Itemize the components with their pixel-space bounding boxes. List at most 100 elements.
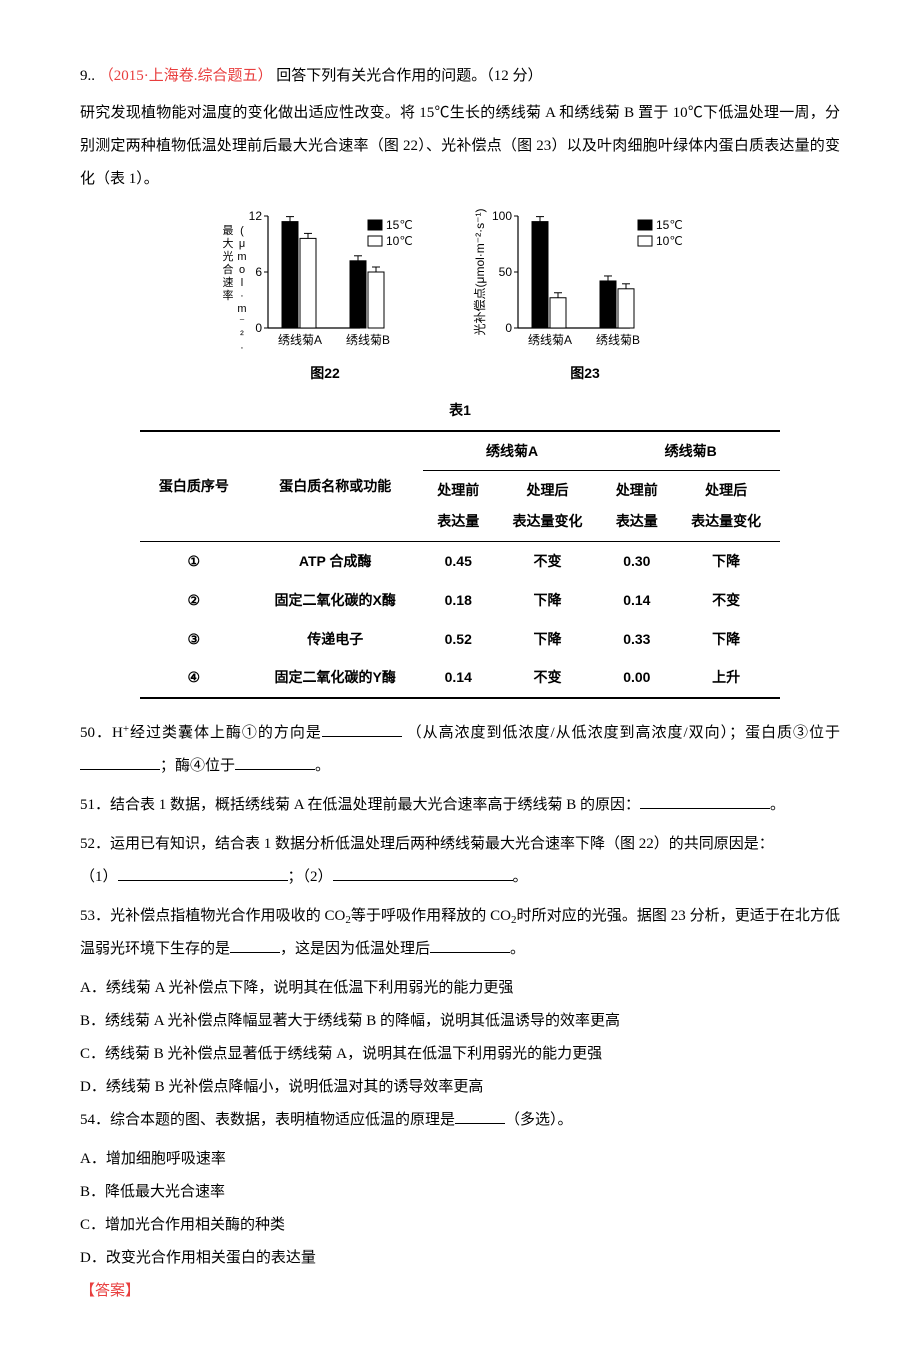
th-group-b: 绣线菊B	[601, 431, 780, 471]
table1-title: 表1	[80, 395, 840, 426]
svg-text:最: 最	[223, 224, 234, 237]
figures-row: 0612最大光合速率(μmol·m⁻²·s⁻¹)绣线菊A绣线菊B15℃10℃ 图…	[80, 206, 840, 389]
svg-text:绣线菊A: 绣线菊A	[528, 333, 572, 347]
svg-text:合: 合	[223, 262, 234, 276]
table-cell: ④	[140, 658, 248, 698]
table-row: ④固定二氧化碳的Y酶0.14不变0.00上升	[140, 658, 780, 698]
th-b-post: 处理后表达量变化	[672, 471, 780, 542]
blank	[430, 937, 510, 953]
svg-text:率: 率	[223, 288, 234, 302]
table-row: ①ATP 合成酶0.45不变0.30下降	[140, 541, 780, 580]
table-row: ③传递电子0.52下降0.33下降	[140, 620, 780, 659]
th-protein-no: 蛋白质序号	[140, 431, 248, 542]
q50-text3: （从高浓度到低浓度/从低浓度到高浓度/双向）；蛋白质③位于	[407, 725, 840, 741]
q54-optC: C．增加光合作用相关酶的种类	[80, 1209, 840, 1242]
svg-text:0: 0	[255, 321, 262, 335]
table-cell: ATP 合成酶	[248, 541, 423, 580]
q52: 52．运用已有知识，结合表 1 数据分析低温处理后两种绣线菊最大光合速率下降（图…	[80, 828, 840, 894]
svg-text:光补偿点(μmol·m⁻²·s⁻¹): 光补偿点(μmol·m⁻²·s⁻¹)	[472, 209, 487, 336]
svg-text:⁻: ⁻	[239, 316, 245, 328]
fig23-caption: 图23	[570, 358, 600, 389]
svg-text:o: o	[239, 264, 245, 276]
q51-end: 。	[770, 797, 785, 813]
blank	[333, 865, 513, 881]
svg-text:10℃: 10℃	[656, 234, 683, 248]
table-cell: 不变	[494, 658, 602, 698]
svg-text:μ: μ	[239, 238, 245, 250]
table-cell: 固定二氧化碳的Y酶	[248, 658, 423, 698]
blank	[230, 937, 280, 953]
blank	[80, 754, 160, 770]
q52-1: （1）	[80, 869, 118, 885]
table-cell: 0.14	[601, 581, 672, 620]
th-group-a: 绣线菊A	[423, 431, 602, 471]
table-cell: ②	[140, 581, 248, 620]
blank	[235, 754, 315, 770]
table-cell: 下降	[672, 541, 780, 580]
table-cell: 下降	[494, 620, 602, 659]
th-b-pre: 处理前表达量	[601, 471, 672, 542]
svg-text:·: ·	[240, 290, 244, 302]
intro-paragraph: 研究发现植物能对温度的变化做出适应性改变。将 15℃生长的绣线菊 A 和绣线菊 …	[80, 97, 840, 196]
svg-text:50: 50	[499, 265, 513, 279]
source-tag: （2015·上海卷.综合题五）	[99, 68, 273, 84]
blank	[640, 793, 770, 809]
svg-text:15℃: 15℃	[656, 218, 683, 232]
svg-text:15℃: 15℃	[386, 218, 413, 232]
table-cell: 0.33	[601, 620, 672, 659]
blank	[118, 865, 288, 881]
sub2b: 2	[511, 908, 517, 932]
question-header: 9.. （2015·上海卷.综合题五） 回答下列有关光合作用的问题。（12 分）	[80, 60, 840, 93]
svg-text:s: s	[239, 355, 245, 356]
q54-optD: D．改变光合作用相关蛋白的表达量	[80, 1242, 840, 1275]
q52-end: 。	[513, 869, 528, 885]
table-cell: 0.14	[423, 658, 494, 698]
sub2: 2	[345, 908, 351, 932]
svg-text:绣线菊A: 绣线菊A	[278, 333, 322, 347]
table-cell: 不变	[494, 541, 602, 580]
blank	[455, 1108, 505, 1124]
q50-text2: 经过类囊体上酶①的方向是	[129, 725, 322, 741]
svg-text:绣线菊B: 绣线菊B	[346, 333, 390, 347]
svg-text:10℃: 10℃	[386, 234, 413, 248]
plus-sup: +	[123, 717, 129, 741]
q51: 51．结合表 1 数据，概括绣线菊 A 在低温处理前最大光合速率高于绣线菊 B …	[80, 789, 840, 822]
table-cell: 0.18	[423, 581, 494, 620]
svg-text:12: 12	[249, 209, 263, 223]
svg-text:²: ²	[240, 329, 244, 341]
svg-text:100: 100	[492, 209, 512, 223]
fig22-chart: 0612最大光合速率(μmol·m⁻²·s⁻¹)绣线菊A绣线菊B15℃10℃	[220, 206, 430, 356]
svg-text:(: (	[240, 225, 244, 237]
table-cell: 下降	[672, 620, 780, 659]
th-protein-name: 蛋白质名称或功能	[248, 431, 423, 542]
fig23-block: 050100光补偿点(μmol·m⁻²·s⁻¹)绣线菊A绣线菊B15℃10℃ 图…	[470, 206, 700, 389]
q53-b: 等于呼吸作用释放的 CO	[351, 908, 511, 924]
svg-text:m: m	[237, 251, 246, 263]
table-cell: 0.30	[601, 541, 672, 580]
q54-optA: A．增加细胞呼吸速率	[80, 1143, 840, 1176]
q53-optB: B．绣线菊 A 光补偿点降幅显著大于绣线菊 B 的降幅，说明其低温诱导的效率更高	[80, 1005, 840, 1038]
th-a-pre: 处理前表达量	[423, 471, 494, 542]
q53-e: 。	[510, 941, 525, 957]
q53-d: ，这是因为低温处理后	[280, 941, 430, 957]
protein-table: 蛋白质序号 蛋白质名称或功能 绣线菊A 绣线菊B 处理前表达量 处理后表达量变化…	[140, 430, 780, 700]
svg-text:绣线菊B: 绣线菊B	[596, 333, 640, 347]
table-cell: 0.52	[423, 620, 494, 659]
table-cell: 固定二氧化碳的X酶	[248, 581, 423, 620]
svg-text:6: 6	[255, 265, 262, 279]
q53-optC: C．绣线菊 B 光补偿点显著低于绣线菊 A，说明其在低温下利用弱光的能力更强	[80, 1038, 840, 1071]
question-number: 9..	[80, 68, 95, 84]
q54: 54．综合本题的图、表数据，表明植物适应低温的原理是（多选）。	[80, 1104, 840, 1137]
q50-text: 50．H	[80, 725, 123, 741]
table-cell: 上升	[672, 658, 780, 698]
q53-a: 53．光补偿点指植物光合作用吸收的 CO	[80, 908, 345, 924]
q54-optB: B．降低最大光合速率	[80, 1176, 840, 1209]
q53-optA: A．绣线菊 A 光补偿点下降，说明其在低温下利用弱光的能力更强	[80, 972, 840, 1005]
svg-text:光: 光	[223, 249, 234, 263]
svg-text:速: 速	[223, 276, 234, 289]
q50-text5: 。	[315, 758, 330, 774]
svg-text:大: 大	[223, 236, 234, 250]
svg-text:l: l	[241, 277, 243, 289]
table-cell: ①	[140, 541, 248, 580]
q54-a: 54．综合本题的图、表数据，表明植物适应低温的原理是	[80, 1112, 455, 1128]
